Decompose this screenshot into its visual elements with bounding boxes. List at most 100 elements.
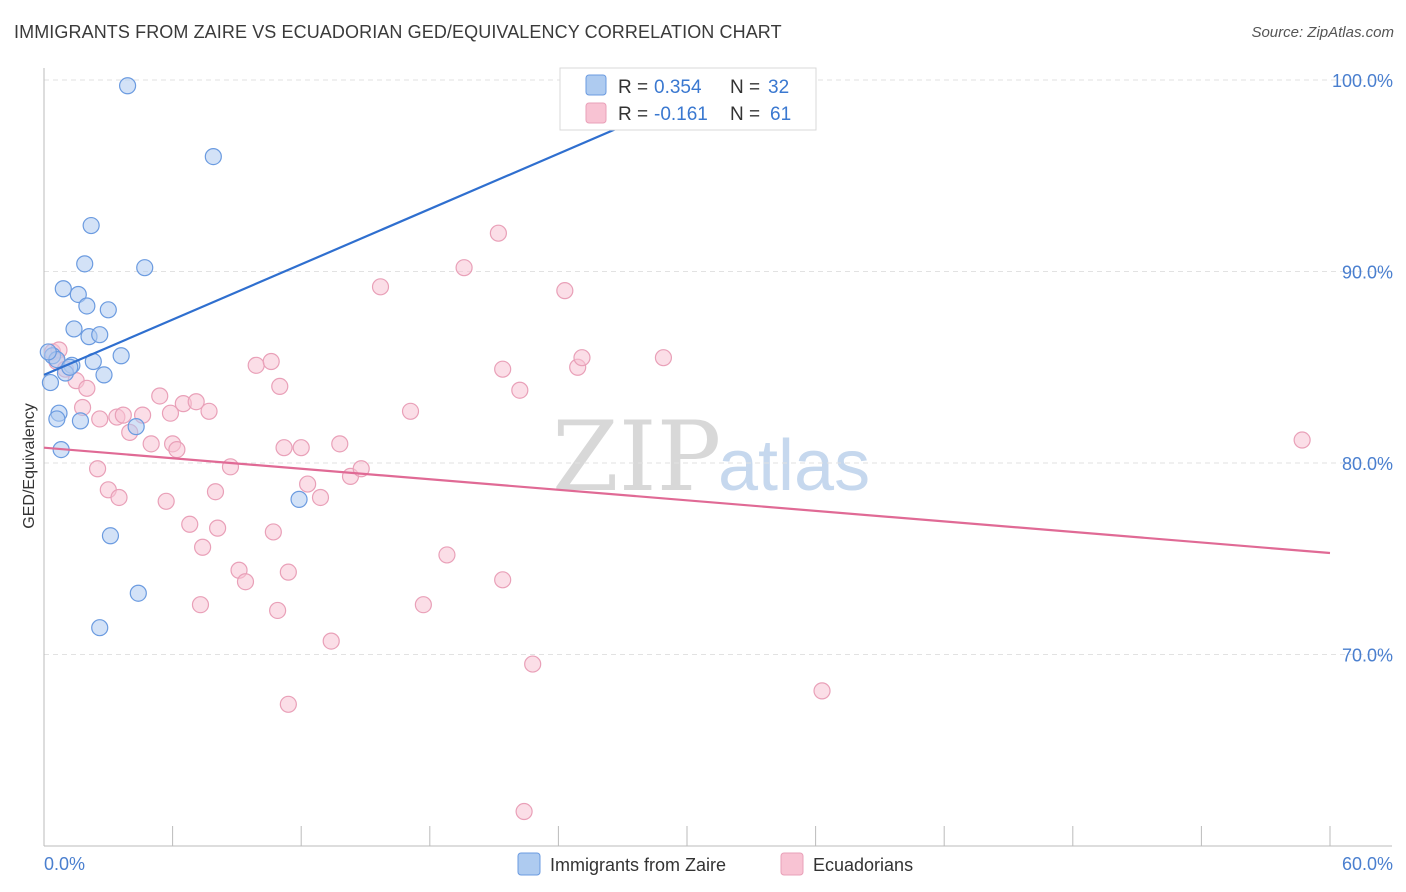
- stats-r-value-ecuadorians: -0.161: [654, 104, 708, 125]
- ecuadorians-point: [438, 546, 456, 564]
- zaire-point: [136, 259, 154, 277]
- zaire-point: [78, 297, 96, 315]
- y-tick-label: 80.0%: [1342, 454, 1393, 474]
- zaire-point: [76, 255, 94, 273]
- ecuadorians-point: [279, 695, 297, 713]
- ecuadorians-point: [524, 655, 542, 673]
- axes: [43, 68, 1392, 847]
- ecuadorians-point: [221, 458, 240, 476]
- stats-n-value-zaire: 32: [768, 77, 789, 98]
- ecuadorians-point: [489, 224, 507, 242]
- zaire-point: [99, 301, 117, 319]
- zaire-point: [65, 320, 83, 338]
- watermark-zip: ZIP: [552, 401, 721, 513]
- ecuadorians-point: [114, 406, 132, 424]
- stats-swatch-ecuadorians: [585, 102, 607, 124]
- zaire-point: [91, 619, 109, 637]
- ecuadorians-point: [110, 488, 128, 507]
- stats-r-label-ecuadorians: R =: [618, 104, 648, 125]
- ecuadorians-point: [299, 475, 317, 493]
- stats-n-value-ecuadorians: 61: [770, 104, 791, 125]
- stats-legend: R = 0.354 N = 32 R = -0.161 N = 61: [559, 67, 817, 131]
- legend-swatch-ecuadorians: [780, 852, 804, 876]
- zaire-point: [290, 490, 308, 508]
- ecuadorians-point: [194, 538, 212, 556]
- zaire-point: [48, 410, 66, 428]
- source-label: Source: ZipAtlas.com: [1251, 24, 1394, 41]
- zaire-point: [69, 285, 87, 304]
- ecuadorians-point: [371, 278, 390, 296]
- ecuadorians-point: [494, 571, 512, 589]
- zaire-point: [118, 77, 137, 95]
- y-axis-title: GED/Equivalency: [21, 403, 38, 528]
- zaire-point: [204, 148, 222, 166]
- ecuadorians-point: [813, 682, 831, 700]
- ecuadorians-point: [187, 393, 205, 411]
- watermark-atlas: atlas: [718, 426, 870, 506]
- ecuadorians-point: [414, 596, 432, 614]
- ecuadorians-point: [181, 515, 199, 533]
- ecuadorians-point: [401, 402, 420, 420]
- ecuadorians-point: [292, 439, 310, 457]
- legend-label-zaire: Immigrants from Zaire: [550, 855, 726, 875]
- chart-title: IMMIGRANTS FROM ZAIRE VS ECUADORIAN GED/…: [14, 22, 782, 42]
- x-tick-label: 0.0%: [44, 854, 85, 874]
- ecuadorians-point: [161, 404, 180, 422]
- ecuadorians-point: [78, 379, 96, 397]
- zaire-points: [39, 77, 606, 637]
- x-tick-label: 60.0%: [1342, 854, 1393, 874]
- ecuadorians-trend-line: [43, 446, 1331, 555]
- ecuadorians-point: [279, 563, 297, 581]
- ecuadorians-point: [455, 259, 473, 277]
- ecuadorians-point: [168, 440, 186, 459]
- stats-r-label-zaire: R =: [618, 77, 648, 98]
- stats-swatch-zaire: [585, 74, 607, 96]
- y-tick-label: 100.0%: [1332, 71, 1393, 91]
- ecuadorians-point: [157, 492, 175, 510]
- ecuadorians-point: [209, 519, 227, 537]
- ecuadorians-point: [654, 349, 673, 367]
- ecuadorians-point: [91, 410, 109, 428]
- ecuadorians-point: [573, 349, 591, 367]
- zaire-point: [112, 347, 130, 365]
- ecuadorians-point: [271, 377, 289, 395]
- legend-swatch-zaire: [517, 852, 541, 876]
- zaire-point: [71, 412, 90, 430]
- ecuadorians-point: [262, 352, 280, 371]
- ecuadorians-point: [200, 402, 218, 420]
- legend-label-ecuadorians: Ecuadorians: [813, 855, 913, 875]
- zaire-point: [41, 373, 60, 392]
- ecuadorians-point: [191, 596, 210, 614]
- ecuadorians-point: [206, 483, 225, 501]
- x-tick-labels: 0.0% 60.0%: [44, 854, 1393, 874]
- bottom-legend: Immigrants from Zaire Ecuadorians: [517, 852, 913, 876]
- y-tick-label: 90.0%: [1342, 263, 1393, 283]
- ecuadorians-point: [322, 632, 340, 650]
- y-tick-labels: 70.0% 80.0% 90.0% 100.0%: [1332, 71, 1393, 666]
- zaire-point: [39, 343, 57, 361]
- zaire-point: [54, 280, 72, 298]
- zaire-point: [129, 584, 147, 602]
- ecuadorians-point: [494, 360, 512, 378]
- ecuadorians-point: [331, 435, 349, 453]
- ecuadorians-point: [142, 435, 160, 453]
- stats-n-label-zaire: N =: [730, 77, 760, 98]
- ecuadorians-point: [269, 601, 287, 620]
- watermark: ZIP atlas: [552, 401, 870, 513]
- ecuadorians-point: [264, 523, 282, 541]
- ecuadorians-point: [151, 387, 169, 405]
- ecuadorians-point: [511, 381, 529, 399]
- ecuadorians-point: [247, 356, 265, 374]
- zaire-point: [82, 216, 100, 235]
- ecuadorians-point: [1293, 431, 1311, 449]
- ecuadorians-point: [275, 439, 293, 457]
- ecuadorians-point: [515, 802, 533, 821]
- stats-n-label-ecuadorians: N =: [730, 104, 760, 125]
- ecuadorians-point: [556, 282, 574, 300]
- ecuadorians-point: [311, 488, 330, 507]
- y-tick-label: 70.0%: [1342, 646, 1393, 666]
- ecuadorians-point: [236, 573, 255, 591]
- zaire-point: [95, 366, 113, 384]
